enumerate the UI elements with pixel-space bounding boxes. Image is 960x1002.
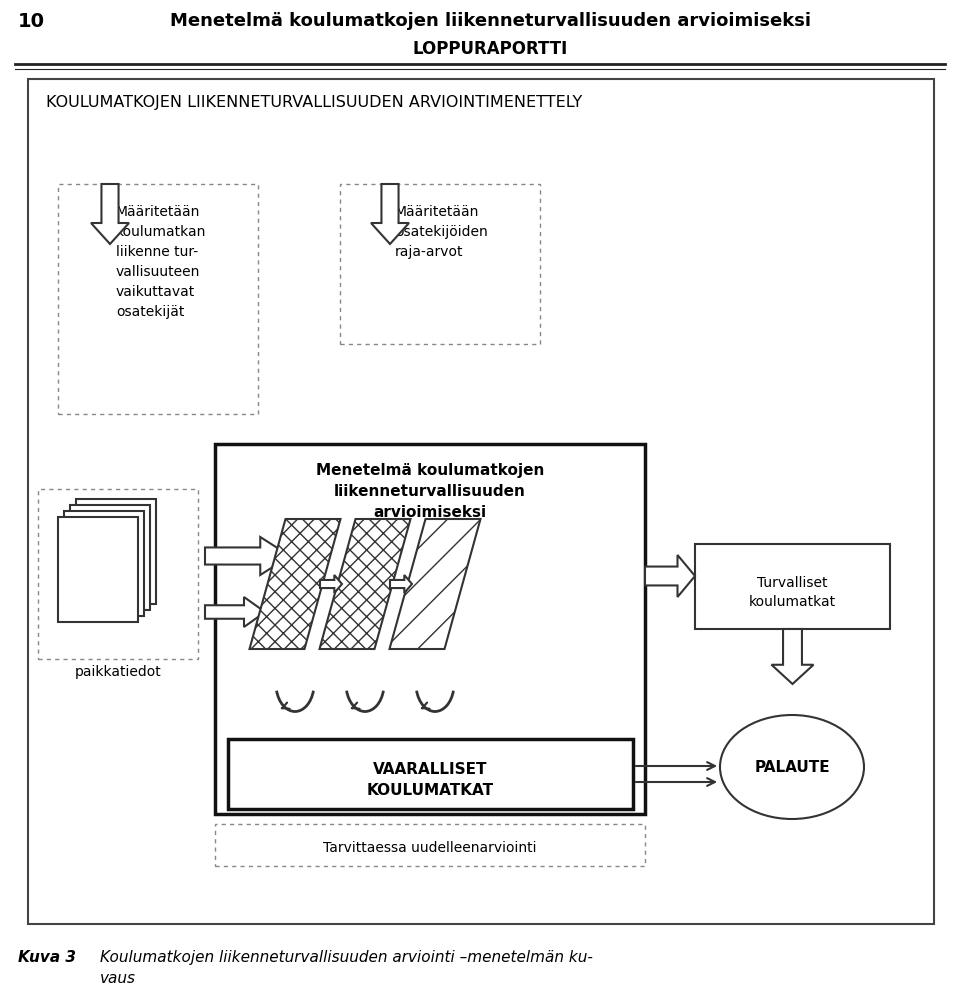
Bar: [695, 544, 890, 629]
Text: Menetelmä koulumatkojen
liikenneturvallisuuden
arvioimiseksi: Menetelmä koulumatkojen liikenneturvalli…: [316, 463, 544, 519]
Text: Koulumatkojen liikenneturvallisuuden arviointi –menetelmän ku-
vaus: Koulumatkojen liikenneturvallisuuden arv…: [100, 949, 593, 985]
Polygon shape: [320, 575, 342, 593]
Text: Menetelmä koulumatkojen liikenneturvallisuuden arvioimiseksi: Menetelmä koulumatkojen liikenneturvalli…: [170, 12, 810, 30]
Bar: [58, 517, 138, 622]
Text: VAARALLISET
KOULUMATKAT: VAARALLISET KOULUMATKAT: [367, 762, 494, 798]
Bar: [38, 490, 198, 659]
Text: paikkatiedot: paikkatiedot: [75, 664, 161, 678]
Polygon shape: [250, 519, 341, 649]
Polygon shape: [645, 555, 695, 597]
Text: Tarvittaessa uudelleenarviointi: Tarvittaessa uudelleenarviointi: [324, 840, 537, 854]
Text: Kuva 3: Kuva 3: [18, 949, 76, 964]
Bar: [58, 184, 258, 415]
Bar: [215, 825, 645, 866]
Polygon shape: [390, 519, 481, 649]
Bar: [64, 511, 144, 616]
Polygon shape: [91, 184, 129, 244]
Text: Turvalliset
koulumatkat: Turvalliset koulumatkat: [749, 575, 836, 608]
Text: 10: 10: [18, 12, 45, 31]
Bar: [28, 80, 934, 924]
Bar: [228, 739, 633, 810]
Polygon shape: [320, 519, 411, 649]
Bar: [70, 505, 150, 610]
Polygon shape: [772, 629, 813, 684]
Polygon shape: [390, 575, 412, 593]
Text: Määritetään
koulumatkan
liikenne tur-
vallisuuteen
vaikuttavat
osatekijät: Määritetään koulumatkan liikenne tur- va…: [116, 204, 206, 319]
Polygon shape: [205, 537, 290, 575]
Text: LOPPURAPORTTI: LOPPURAPORTTI: [413, 40, 567, 58]
Text: KOULUMATKOJEN LIIKENNETURVALLISUUDEN ARVIOINTIMENETTELY: KOULUMATKOJEN LIIKENNETURVALLISUUDEN ARV…: [46, 95, 583, 110]
Polygon shape: [371, 184, 409, 244]
Bar: [76, 500, 156, 604]
Bar: [215, 445, 645, 815]
Text: Määritetään
osatekijöiden
raja-arvot: Määritetään osatekijöiden raja-arvot: [395, 204, 488, 259]
Bar: [340, 184, 540, 345]
Ellipse shape: [720, 715, 864, 820]
Polygon shape: [205, 597, 265, 627]
Text: PALAUTE: PALAUTE: [755, 760, 829, 775]
